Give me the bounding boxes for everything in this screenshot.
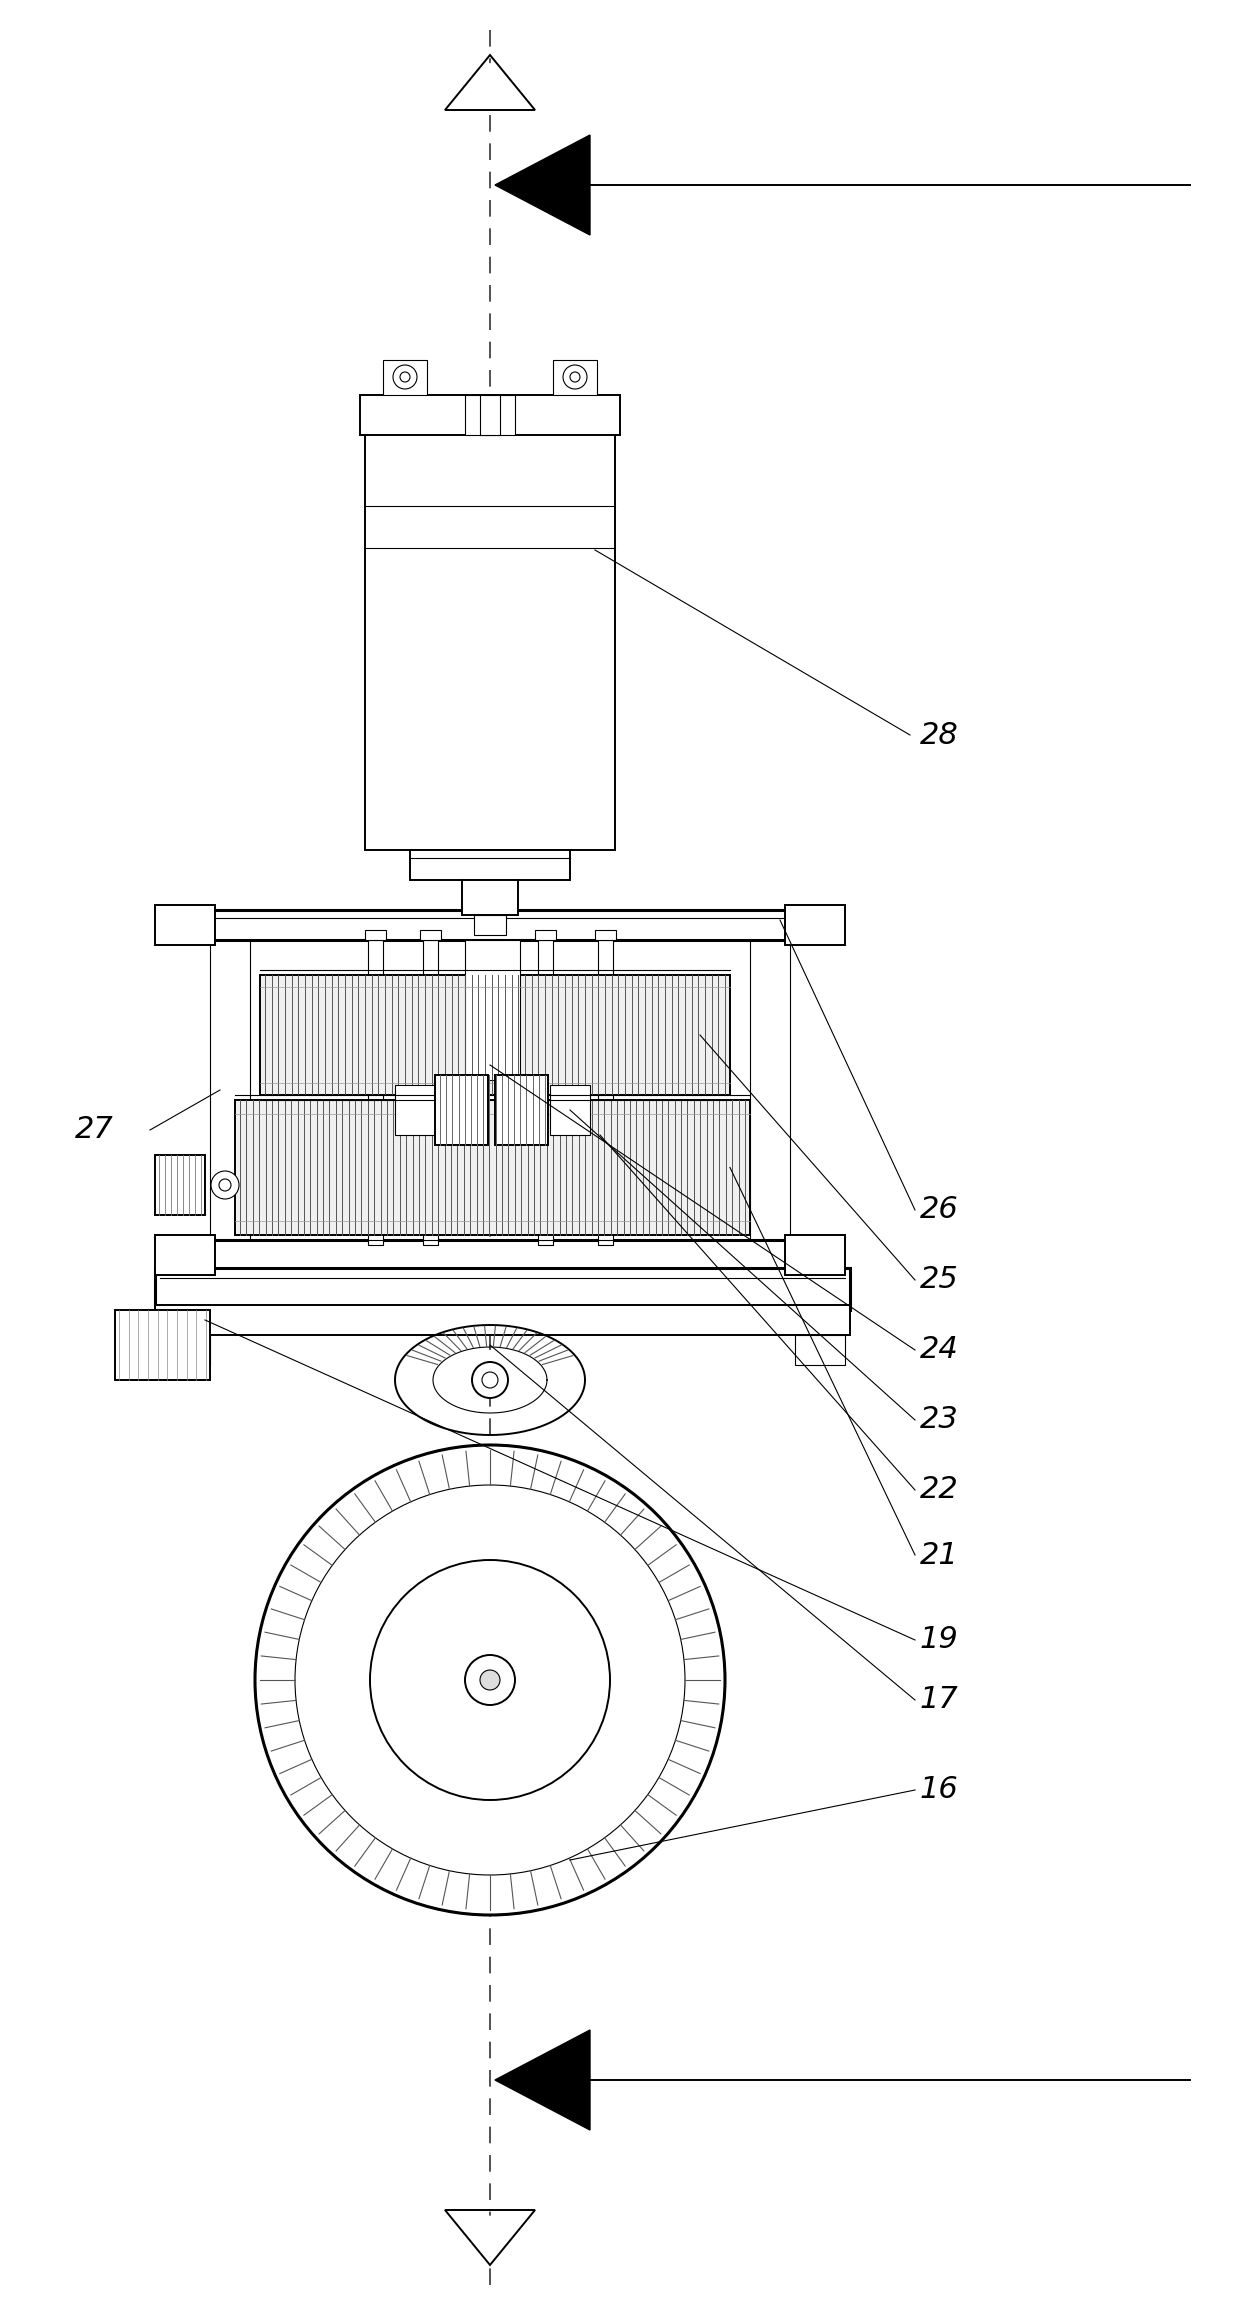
Bar xyxy=(598,941,613,1245)
Bar xyxy=(210,941,250,1240)
Bar xyxy=(495,1076,548,1145)
Text: 22: 22 xyxy=(920,1475,959,1505)
Text: 21: 21 xyxy=(920,1540,959,1570)
Bar xyxy=(185,1240,800,1271)
Bar xyxy=(419,929,440,941)
Circle shape xyxy=(482,1373,498,1389)
Bar xyxy=(155,1268,849,1310)
Circle shape xyxy=(472,1361,508,1398)
Bar xyxy=(423,941,438,1245)
Bar xyxy=(396,1085,435,1136)
Text: 27: 27 xyxy=(74,1115,114,1145)
Circle shape xyxy=(219,1180,231,1192)
Bar xyxy=(155,1306,849,1336)
Text: 25: 25 xyxy=(920,1266,959,1294)
Text: 26: 26 xyxy=(920,1196,959,1224)
Text: 16: 16 xyxy=(920,1775,959,1805)
Bar xyxy=(474,915,506,934)
Bar xyxy=(435,1076,487,1145)
Bar xyxy=(465,941,520,1080)
Text: 24: 24 xyxy=(920,1336,959,1364)
Circle shape xyxy=(393,365,417,388)
Circle shape xyxy=(370,1561,610,1800)
Text: 28: 28 xyxy=(920,720,959,750)
Bar xyxy=(236,1101,750,1236)
Polygon shape xyxy=(495,2030,590,2130)
Bar xyxy=(260,976,730,1094)
Circle shape xyxy=(480,1670,500,1691)
Text: 19: 19 xyxy=(920,1626,959,1654)
Bar xyxy=(160,1336,210,1366)
Circle shape xyxy=(211,1171,239,1199)
Bar xyxy=(795,1336,844,1366)
Bar xyxy=(410,850,570,880)
Text: 23: 23 xyxy=(920,1405,959,1436)
Bar xyxy=(115,1310,210,1380)
Bar xyxy=(534,929,556,941)
Bar xyxy=(465,395,515,434)
Bar xyxy=(551,1085,590,1136)
Bar xyxy=(155,1236,215,1275)
Bar xyxy=(463,880,518,915)
Bar xyxy=(155,906,215,945)
Bar xyxy=(785,1236,844,1275)
Bar xyxy=(785,906,844,945)
Bar xyxy=(365,929,386,941)
Bar xyxy=(383,360,427,395)
Text: 17: 17 xyxy=(920,1686,959,1714)
Bar xyxy=(537,941,553,1245)
Circle shape xyxy=(465,1654,515,1705)
Circle shape xyxy=(295,1484,684,1875)
Bar xyxy=(594,929,615,941)
Circle shape xyxy=(563,365,587,388)
Bar xyxy=(365,430,615,850)
Circle shape xyxy=(401,372,410,381)
Circle shape xyxy=(570,372,580,381)
Polygon shape xyxy=(495,135,590,235)
Bar xyxy=(185,911,800,941)
Polygon shape xyxy=(455,2216,525,2258)
Circle shape xyxy=(255,1445,725,1914)
Bar xyxy=(360,395,620,434)
Bar xyxy=(750,941,790,1240)
Bar xyxy=(367,941,382,1245)
Bar xyxy=(553,360,596,395)
Bar xyxy=(155,1155,205,1215)
Polygon shape xyxy=(455,63,525,105)
Bar xyxy=(480,395,500,434)
